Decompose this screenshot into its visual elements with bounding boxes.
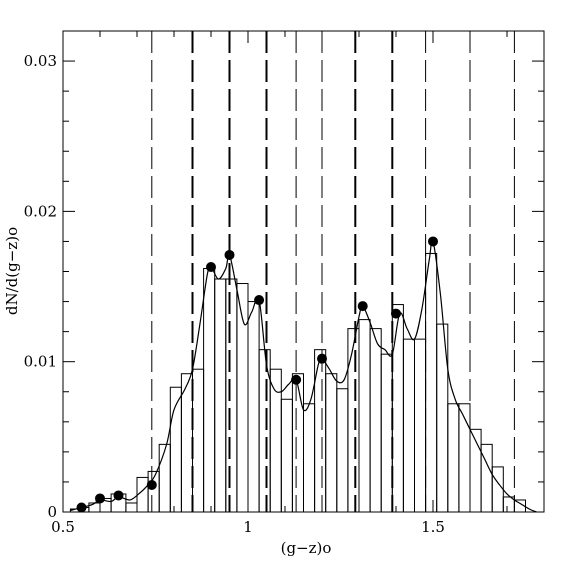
plot-frame	[62, 30, 545, 513]
histogram-bin	[88, 502, 101, 513]
histogram-bin	[291, 373, 304, 513]
y-tick-label: 0.01	[24, 353, 57, 371]
histogram-bin	[414, 338, 427, 513]
histogram-bin	[280, 398, 293, 513]
vlines-group	[151, 31, 515, 512]
histogram-bin	[325, 373, 338, 513]
histogram-bin	[225, 278, 238, 513]
x-tick-label: 1	[243, 518, 253, 536]
histogram-bin	[192, 368, 205, 513]
peak-point	[224, 249, 235, 260]
y-tick-label: 0.03	[24, 52, 57, 70]
histogram-bin	[347, 328, 360, 513]
peak-point	[146, 479, 157, 490]
y-tick-label: 0.02	[24, 202, 57, 220]
points-group	[76, 236, 438, 513]
x-tick-label: 1.5	[421, 518, 445, 536]
peak-point	[254, 295, 265, 306]
peak-point	[95, 493, 105, 504]
x-tick-label: 0.5	[51, 518, 75, 536]
histogram-bin	[158, 443, 171, 513]
histogram-bin	[358, 319, 371, 513]
peak-point	[206, 261, 216, 272]
x-axis-label: (g−z)o	[281, 539, 332, 557]
peak-point	[76, 502, 87, 513]
peak-point	[113, 490, 124, 501]
histogram-bin	[214, 278, 227, 513]
peak-point	[291, 374, 302, 385]
y-tick-label: 0	[47, 503, 57, 521]
peak-point	[357, 301, 368, 312]
histogram-bin	[369, 328, 382, 513]
histogram-bin	[447, 403, 460, 513]
histogram-bin	[380, 353, 393, 513]
histogram-bin	[247, 301, 260, 513]
histogram-bin	[458, 403, 471, 513]
histogram-bin	[180, 373, 193, 513]
peak-point	[317, 353, 327, 364]
y-axis-label: dN/d(g−z)o	[3, 227, 21, 315]
smooth-curve	[70, 239, 537, 513]
histogram-bin	[491, 466, 504, 513]
histogram-bin	[425, 252, 438, 513]
histogram-bin	[303, 403, 316, 513]
histogram-bin	[391, 304, 404, 513]
ticklabels-group: 0.5 1 1.5 0 0.01 0.02 0.03	[24, 52, 445, 536]
histogram-bin	[336, 388, 349, 513]
histogram-bin	[203, 267, 216, 513]
curve-group	[70, 239, 537, 513]
histogram-bin	[402, 338, 415, 513]
peak-point	[391, 308, 401, 319]
histogram-bin	[125, 502, 138, 513]
peak-point	[428, 236, 438, 247]
